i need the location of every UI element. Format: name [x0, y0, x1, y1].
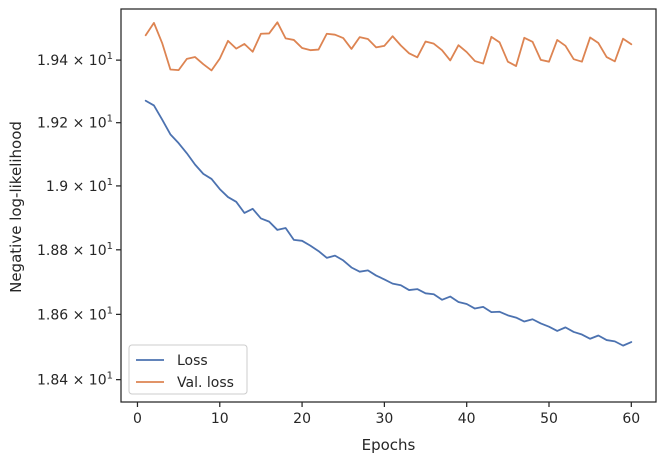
y-tick-label: 1.86 × 101: [37, 305, 113, 323]
series-line-loss: [144, 99, 633, 347]
series-line-val-loss: [144, 21, 633, 72]
plot-frame: [120, 8, 657, 403]
legend-label-loss: Loss: [177, 353, 208, 369]
x-tick-label: 10: [211, 411, 229, 427]
y-tick-label: 1.88 × 101: [37, 241, 113, 259]
x-axis-label: Epochs: [362, 436, 416, 454]
y-tick-label: 1.92 × 101: [37, 114, 113, 132]
y-tick-label: 1.9 × 101: [46, 177, 113, 195]
legend: Loss Val. loss: [128, 344, 248, 395]
y-axis-label: Negative log-likelihood: [7, 121, 25, 293]
y-tick-label: 1.84 × 101: [37, 371, 113, 389]
x-tick-label: 0: [133, 411, 142, 427]
legend-label-val-loss: Val. loss: [177, 375, 234, 391]
x-tick-label: 60: [622, 411, 640, 427]
x-tick-label: 20: [293, 411, 311, 427]
x-tick-label: 40: [458, 411, 476, 427]
y-tick-label: 1.94 × 101: [37, 51, 113, 69]
series-layer: [144, 21, 633, 347]
x-tick-label: 30: [375, 411, 393, 427]
x-tick-label: 50: [540, 411, 558, 427]
tick-layer: 0 10 20 30 40 50 60 1.84 × 101 1.86 × 101 1.88 × …: [37, 51, 640, 427]
